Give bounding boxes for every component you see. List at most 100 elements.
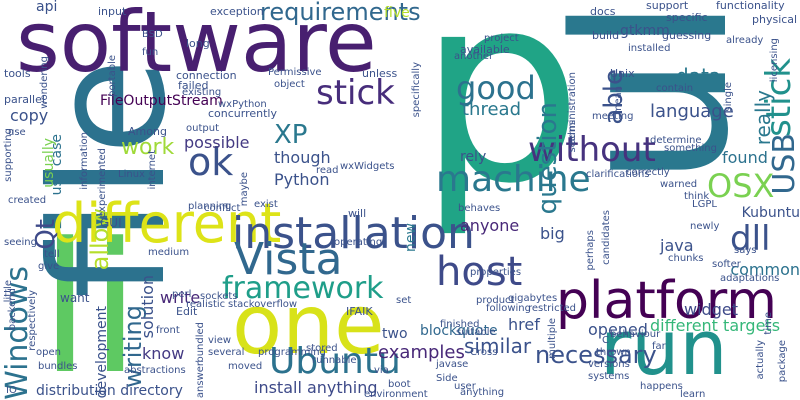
word-behaviour: behaviour (610, 329, 661, 340)
word-bsd: BSD (142, 29, 163, 40)
word-build: build (592, 29, 620, 42)
word-seems: seems (567, 120, 578, 153)
word-seeing: seeing (4, 237, 37, 248)
word-actually: actually (755, 340, 766, 380)
word-respectively: respectively (27, 290, 38, 351)
word-possible: possible (184, 133, 250, 152)
word-object: object (274, 79, 305, 90)
word-cross: Cross (470, 347, 498, 358)
word-fun: fun (142, 47, 159, 58)
word-another: another (454, 51, 494, 62)
word-io: IO (6, 385, 17, 396)
word-good: good (456, 69, 536, 107)
word-warned: warned (660, 179, 698, 190)
word-contain: contain (656, 83, 694, 94)
word-properties: properties (470, 267, 522, 278)
word-linux: Linux (118, 169, 145, 180)
word-host: host (436, 249, 523, 295)
word-vista: Vista (234, 234, 343, 285)
word-softer: softer (712, 259, 741, 270)
word-run: run (600, 303, 728, 392)
word-available: available (460, 43, 510, 56)
word-boot: boot (388, 379, 411, 390)
word-package: package (777, 340, 788, 383)
word-exception: exception (210, 5, 264, 18)
word-solution: solution (138, 275, 157, 339)
word-project: project (484, 33, 519, 44)
word-data: data (676, 64, 722, 88)
word-experimented: experimented (97, 148, 108, 218)
word-licensing: licensing (769, 38, 780, 83)
word-concurrently: concurrently (208, 107, 277, 120)
word-specific: specific (666, 11, 708, 24)
word-set: set (396, 295, 412, 306)
word-support: support (646, 0, 689, 12)
word-planning: planning (188, 201, 232, 212)
word-necessary: necessary (535, 341, 657, 369)
word-found: found (722, 148, 768, 167)
word-finished: finished (440, 319, 480, 330)
word-platform: platform (556, 271, 777, 331)
word-dll: dll (730, 219, 771, 259)
word-two: two (382, 326, 408, 342)
word-machine: machine (436, 159, 591, 200)
word-programming: programming (258, 347, 326, 358)
word-similar: similar (464, 334, 532, 358)
word-wxpython: wxPython (218, 99, 267, 110)
word-created: created (8, 195, 47, 206)
word-language: language (650, 101, 734, 122)
word-systems: systems (588, 371, 630, 382)
word-side: Side (436, 373, 458, 384)
word-determine: determine (650, 135, 702, 146)
word-kubuntu: Kubuntu (741, 205, 800, 221)
word-answer: answer (195, 362, 206, 399)
word-five: five (384, 5, 410, 21)
word-already: already (726, 35, 764, 46)
word-guessing: guessing (662, 29, 712, 42)
word-gui: GUI (100, 216, 122, 230)
word-framework: framework (222, 271, 384, 306)
word-ok: ok (188, 140, 234, 184)
word-edit: Edit (176, 305, 198, 318)
word-copy: copy (10, 106, 49, 125)
word-installed: installed (628, 43, 671, 54)
word-open: open (36, 347, 61, 358)
word-perhaps: perhaps (585, 230, 596, 271)
word-gigabytes: gigabytes (508, 293, 558, 304)
word-portable: portable (107, 55, 118, 97)
word-happens: happens (640, 381, 683, 392)
word-multiple: multiple (547, 318, 558, 359)
word-will: will (348, 207, 367, 220)
word-product: product (476, 295, 515, 306)
word-want: want (60, 291, 90, 305)
word-clarifications: clarifications (586, 169, 650, 180)
word-requirements: requirements (260, 0, 421, 26)
word-newly: newly (690, 221, 720, 232)
word-really: really (751, 90, 775, 146)
word-permissive: Permissive (268, 67, 322, 78)
word-specifically: specifically (411, 62, 422, 118)
word-several: several (208, 347, 245, 358)
word-stackoverflow: stackoverflow (228, 299, 298, 310)
word-big: big (540, 224, 565, 243)
word-read: read (316, 165, 339, 176)
word-usually: usually (41, 138, 57, 188)
word-python: Python (274, 170, 330, 189)
word-parallel: parallel (4, 93, 45, 106)
word-ifaik: IFAIK (346, 305, 373, 318)
word-lgpl: LGPL (692, 199, 717, 210)
word-suitable: suitable (456, 327, 496, 338)
word-input: input (98, 5, 127, 18)
word-one: one (232, 278, 385, 373)
word-output: output (186, 123, 219, 134)
word-c: C (602, 335, 609, 346)
word-java: java (660, 236, 694, 255)
word-behaves: behaves (458, 203, 501, 214)
word-abstractions: abstractions (124, 365, 186, 376)
word-href: href (508, 315, 540, 334)
word-rely: rely (460, 149, 487, 165)
word-gtkmm: gtkmm (620, 23, 670, 39)
word-thrown: thrown (596, 347, 631, 358)
word-examples: examples (378, 342, 465, 363)
